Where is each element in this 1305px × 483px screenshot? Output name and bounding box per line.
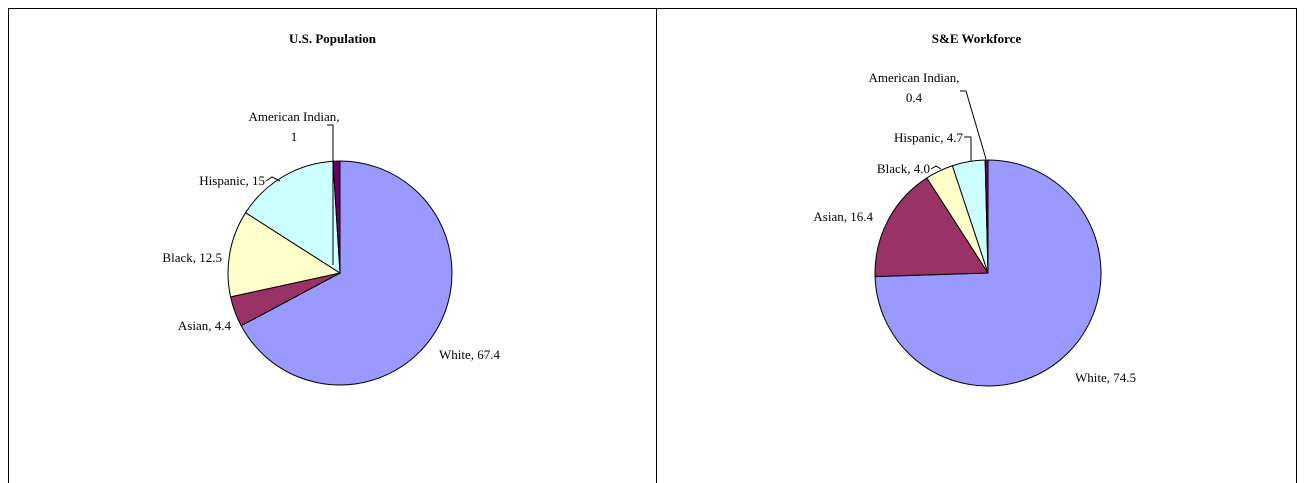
data-label-hispanic: Hispanic, 4.7 (894, 130, 963, 145)
pie-slice-black (227, 212, 342, 298)
leader-line-black (930, 165, 942, 170)
data-label-black: Black, 12.5 (162, 250, 222, 265)
pie-slice-asian (874, 177, 989, 278)
data-label-hispanic: Hispanic, 15 (199, 173, 265, 188)
leader-line-american-indian (327, 124, 334, 265)
leader-line-american-indian (960, 90, 987, 160)
leader-line-hispanic (964, 136, 972, 161)
data-label-white: White, 67.4 (439, 347, 501, 362)
chart-panel-se-workforce: S&E Workforce White, 74.5 Asian, 16.4 Blac… (656, 8, 1297, 483)
data-label-white: White, 74.5 (1075, 370, 1136, 385)
chart-title: U.S. Population (288, 31, 377, 46)
leader-line-hispanic (265, 176, 281, 182)
data-label-american-indian: American Indian, 0.4 (869, 70, 960, 105)
data-label-asian: Asian, 4.4 (178, 318, 232, 333)
pie-chart-us-population: White, 67.4 Asian, 4.4 Black, 12.5 Hispanic… (162, 109, 501, 386)
pie-slice-american-indian (984, 159, 989, 274)
chart-panel-us-population: U.S. Population White, 67.4 Asian, 4.4 Bla… (8, 8, 657, 483)
pie-chart-se-workforce: White, 74.5 Asian, 16.4 Black, 4.0 Hispanic… (813, 70, 1136, 387)
pie-slice-hispanic (244, 160, 341, 274)
data-label-american-indian: American Indian, 1 (249, 109, 340, 144)
data-label-black: Black, 4.0 (877, 161, 930, 176)
chart-title: S&E Workforce (931, 31, 1022, 46)
pie-slice-white (240, 160, 453, 386)
data-label-asian: Asian, 16.4 (813, 209, 873, 224)
